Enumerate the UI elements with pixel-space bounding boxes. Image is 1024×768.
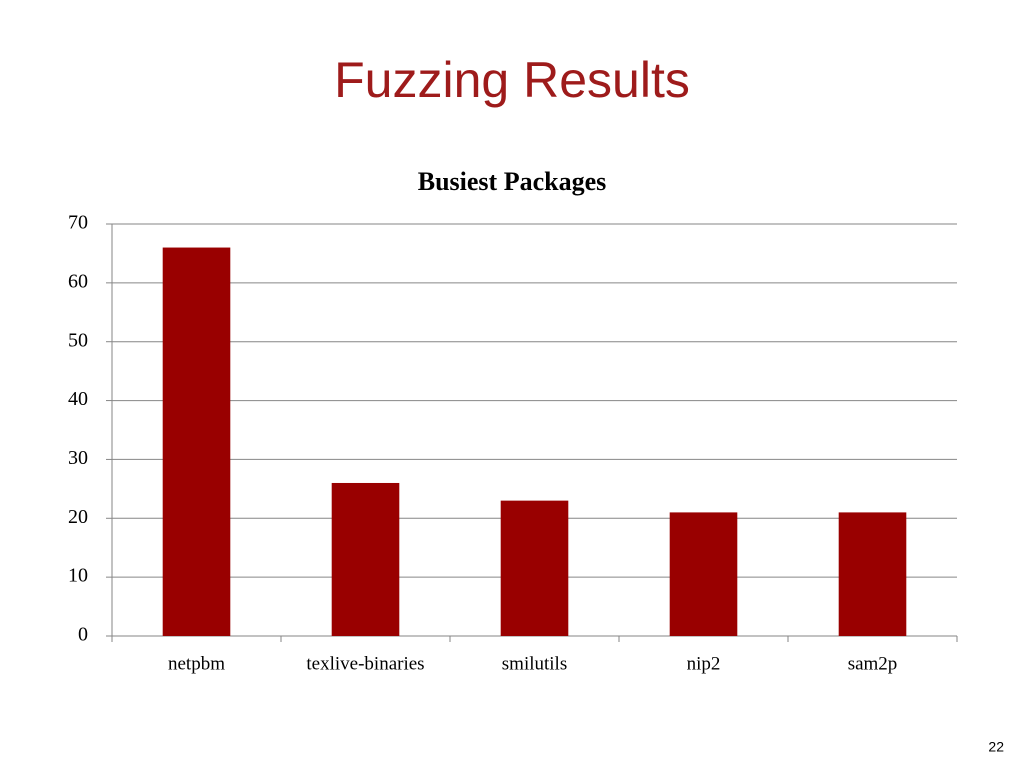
x-tick-label: smilutils <box>502 653 567 674</box>
y-tick-label: 20 <box>68 506 88 528</box>
chart-title: Busiest Packages <box>418 167 607 196</box>
bar <box>500 500 569 636</box>
x-tick-label: netpbm <box>168 653 225 674</box>
y-tick-label: 70 <box>68 212 88 234</box>
page-number: 22 <box>988 739 1004 755</box>
bar <box>331 482 400 636</box>
y-tick-label: 60 <box>68 270 88 292</box>
bar <box>838 512 907 636</box>
x-tick-label: sam2p <box>848 653 898 674</box>
y-tick-label: 0 <box>78 624 88 646</box>
y-tick-label: 40 <box>68 388 88 410</box>
bar <box>669 512 738 636</box>
slide-title: Fuzzing Results <box>334 52 690 108</box>
x-tick-label: texlive-binaries <box>306 653 424 674</box>
x-tick-label: nip2 <box>687 653 721 674</box>
y-tick-label: 50 <box>68 329 88 351</box>
y-tick-label: 30 <box>68 447 88 469</box>
y-tick-label: 10 <box>68 565 88 587</box>
bar <box>162 247 231 637</box>
